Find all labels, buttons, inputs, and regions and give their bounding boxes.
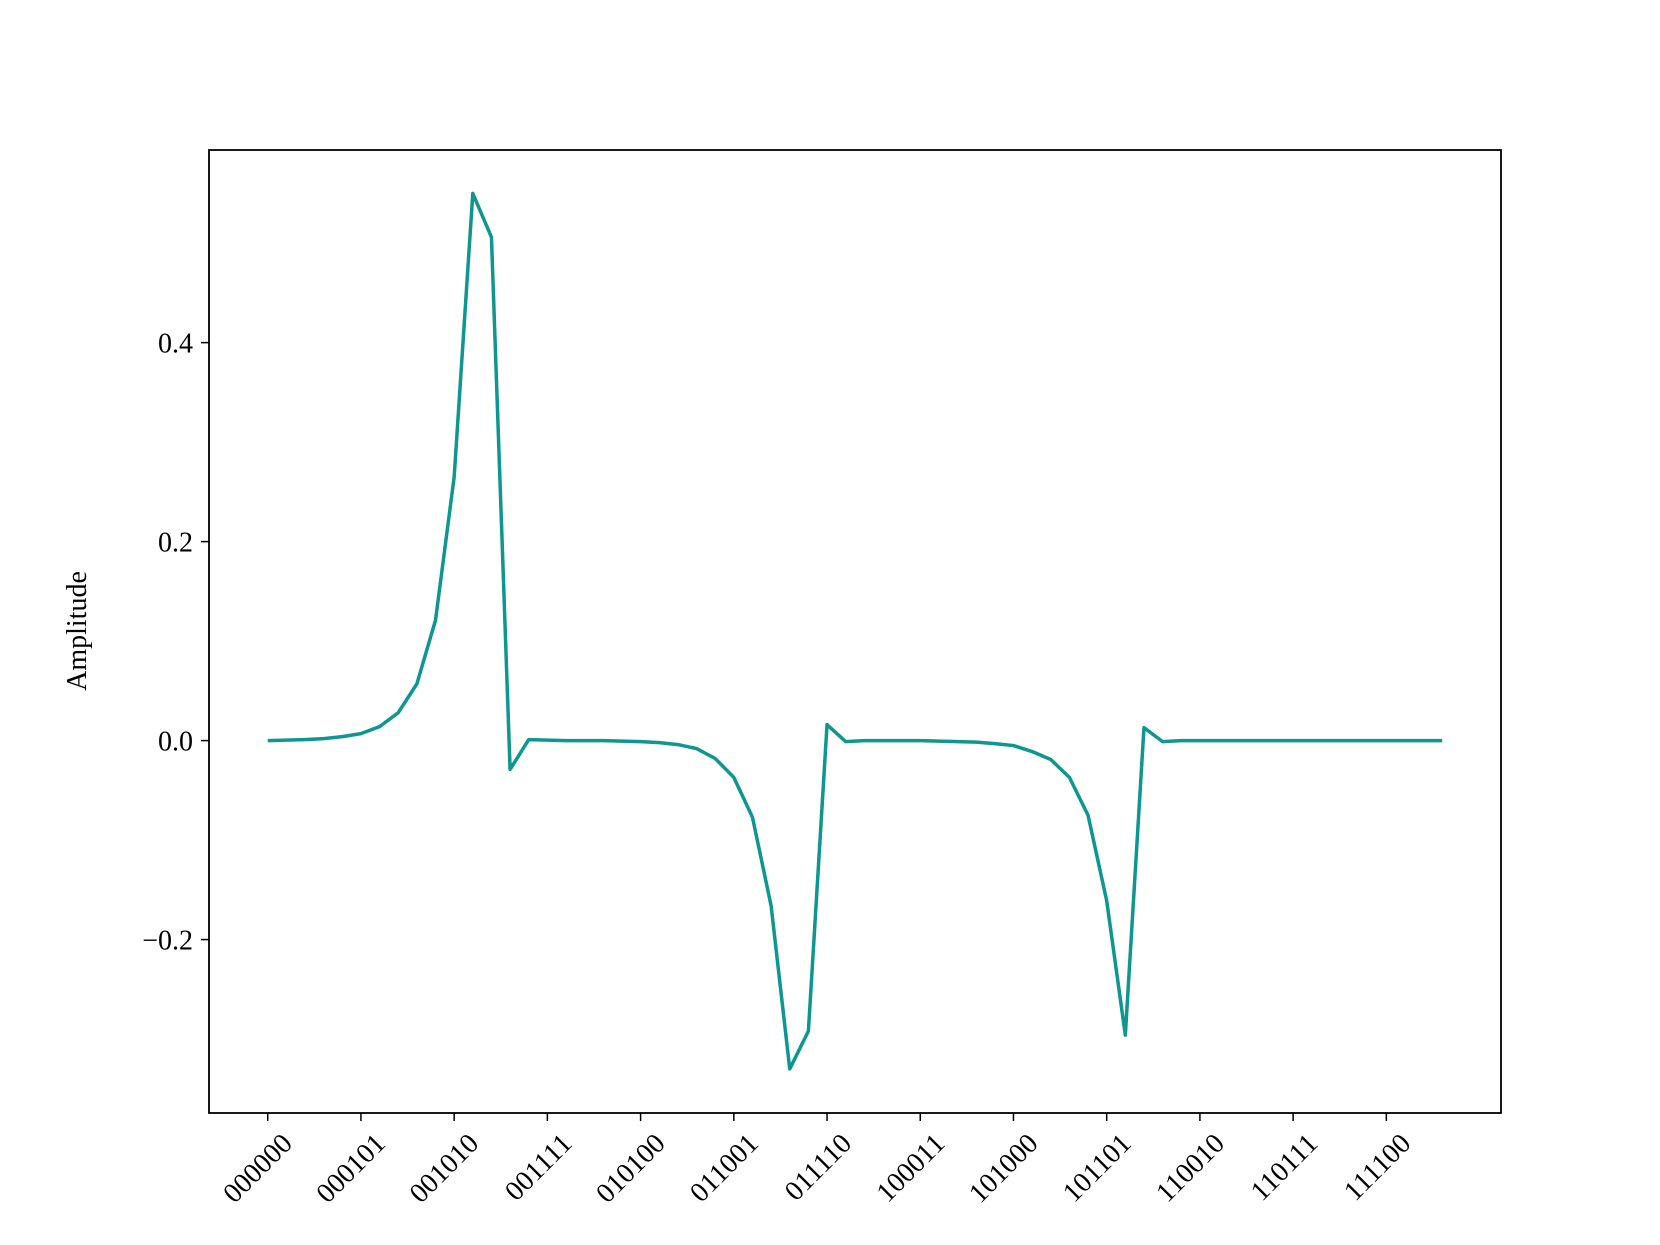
data-line (267, 191, 1443, 1071)
y-tick-label: 0.2 (158, 528, 193, 559)
x-tick-label: 011001 (684, 1128, 765, 1209)
x-tick-label: 101101 (1057, 1128, 1138, 1209)
x-tick-label: 110111 (1245, 1128, 1324, 1207)
x-tick-label: 101000 (963, 1128, 1044, 1209)
x-tick-label: 010100 (590, 1128, 671, 1209)
x-tick-label: 110010 (1150, 1128, 1231, 1209)
x-tick-label: 001111 (499, 1128, 578, 1207)
x-tick-label: 011110 (779, 1128, 858, 1207)
y-tick-label: 0.4 (158, 329, 193, 360)
x-tick-label: 111100 (1338, 1128, 1417, 1207)
plot-frame (208, 149, 1502, 1114)
y-axis-label: Amplitude (62, 571, 93, 691)
x-tick-label: 001010 (404, 1128, 485, 1209)
y-tick-label: 0.0 (158, 727, 193, 758)
y-tick-label: −0.2 (142, 926, 193, 957)
x-tick-label: 100011 (871, 1128, 952, 1209)
x-tick-label: 000000 (217, 1128, 298, 1209)
x-tick-label: 000101 (311, 1128, 392, 1209)
